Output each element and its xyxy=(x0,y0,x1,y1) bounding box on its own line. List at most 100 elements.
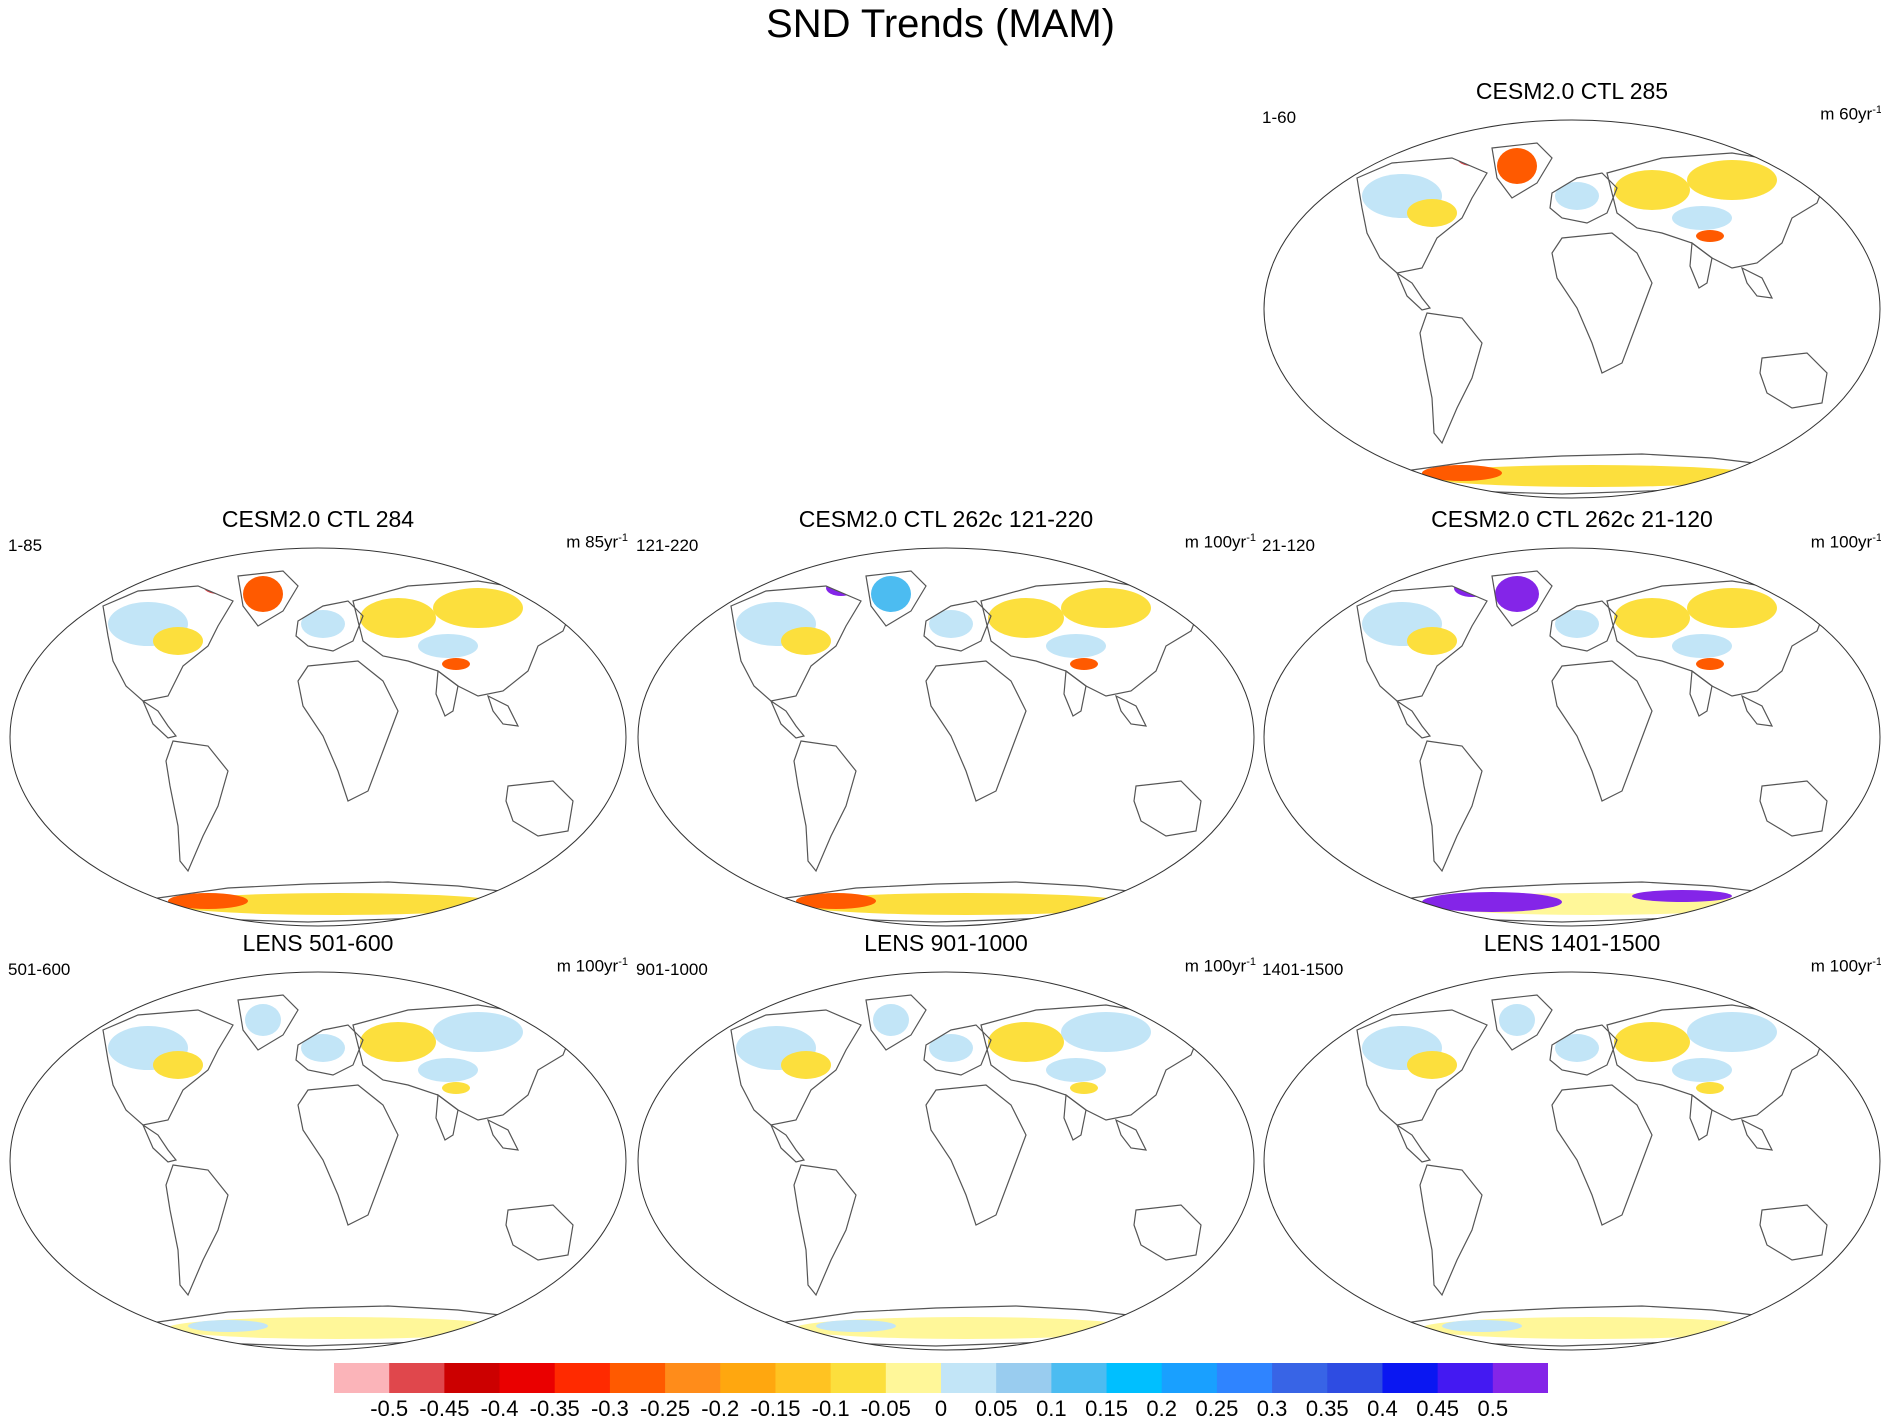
south-america-outline xyxy=(1419,740,1483,873)
africa-outline xyxy=(1551,1084,1653,1226)
nh-patch-asia-s xyxy=(1046,1058,1106,1082)
colorbar-swatch xyxy=(665,1363,721,1393)
greenland-outline xyxy=(865,570,927,627)
nh-patch-asia-e xyxy=(433,1012,523,1052)
colorbar-tick-label: 0.4 xyxy=(1367,1396,1398,1421)
colorbar-tick-label: -0.2 xyxy=(701,1396,740,1421)
panel-units: m 100yr-1 xyxy=(1810,956,1881,976)
colorbar-swatch xyxy=(444,1363,501,1393)
panel-units: m 100yr-1 xyxy=(556,956,628,976)
nh-patch-asia-w xyxy=(360,1022,436,1062)
colorbar-swatch xyxy=(1437,1363,1494,1393)
colorbar-swatch xyxy=(830,1363,887,1393)
australia-outline xyxy=(1759,1204,1828,1261)
nh-patch-eu xyxy=(301,610,345,638)
antarctica-patch-2 xyxy=(816,1320,896,1332)
globe-outline xyxy=(637,547,1255,927)
world-map xyxy=(1263,547,1881,927)
greenland-patch xyxy=(873,1004,909,1036)
world-map xyxy=(637,547,1255,927)
australia-outline xyxy=(1759,352,1828,409)
india-outline xyxy=(435,1093,459,1141)
colorbar-tick-label: 0.45 xyxy=(1416,1396,1460,1421)
colorbar-tick-label: -0.35 xyxy=(529,1396,580,1421)
trend-shading xyxy=(108,1004,523,1339)
colorbar-swatch xyxy=(1161,1363,1218,1393)
colorbar-tick-label: 0.1 xyxy=(1036,1396,1067,1421)
world-map xyxy=(1263,971,1881,1351)
colorbar-tick-label: 0.15 xyxy=(1085,1396,1128,1421)
central-america-outline xyxy=(141,1123,178,1163)
north-america-outline xyxy=(1356,585,1488,702)
nh-patch-tibet xyxy=(1070,658,1098,670)
nh-patch-tibet xyxy=(442,1082,470,1094)
southeast-asia-outline xyxy=(1114,694,1148,727)
panel-years: 1401-1500 xyxy=(1262,960,1344,979)
north-america-outline xyxy=(1356,157,1488,274)
nh-patch-asia-s xyxy=(418,634,478,658)
southeast-asia-outline xyxy=(486,1118,520,1151)
nh-patch-eu xyxy=(1555,182,1599,210)
europe-outline xyxy=(1549,172,1618,224)
south-america-outline xyxy=(165,740,229,873)
australia-outline xyxy=(505,1204,574,1261)
colorbar-tick-label: -0.4 xyxy=(480,1396,519,1421)
antarctica-patch-2 xyxy=(168,893,248,909)
north-america-outline xyxy=(730,1009,862,1126)
europe-outline xyxy=(1549,1024,1618,1076)
colorbar-tick-label: -0.05 xyxy=(860,1396,911,1421)
central-america-outline xyxy=(141,699,178,739)
panel-title: LENS 1401-1500 xyxy=(1483,930,1661,956)
colorbar-swatch xyxy=(996,1363,1052,1393)
north-america-outline xyxy=(730,585,862,702)
central-america-outline xyxy=(1395,271,1432,311)
map-content xyxy=(102,570,574,923)
world-map xyxy=(9,971,627,1351)
africa-outline xyxy=(925,660,1027,802)
nh-patch-asia-e xyxy=(1061,588,1151,628)
south-america-outline xyxy=(793,740,857,873)
nh-patch-asia-s xyxy=(1046,634,1106,658)
nh-patch-asia-e xyxy=(1687,588,1777,628)
nh-patch-na2 xyxy=(1407,627,1457,655)
panel-units: m 100yr-1 xyxy=(1184,956,1256,976)
globe-outline xyxy=(1263,119,1881,499)
north-america-outline xyxy=(102,585,234,702)
world-map xyxy=(637,971,1255,1351)
nh-patch-eu xyxy=(301,1034,345,1062)
panel-ctl-285: CESM2.0 CTL 285 1-60 m 60yr-1 xyxy=(1262,78,1881,500)
panel-units: m 85yr-1 xyxy=(566,532,628,552)
trend-shading xyxy=(1362,576,1777,915)
india-outline xyxy=(435,669,459,717)
nh-patch-asia-w xyxy=(1614,170,1690,210)
nh-patch-asia-e xyxy=(1687,1012,1777,1052)
panel-ctl-262c-21-120: CESM2.0 CTL 262c 21-120 21-120 m 100yr-1 xyxy=(1262,506,1881,928)
panel-years: 121-220 xyxy=(636,536,699,555)
southeast-asia-outline xyxy=(1740,266,1774,299)
nh-patch-na2 xyxy=(1407,1051,1457,1079)
globe-outline xyxy=(9,547,627,927)
nh-patch-asia-w xyxy=(988,598,1064,638)
panel-units: m 100yr-1 xyxy=(1810,532,1881,552)
colorbar-tick-label: 0 xyxy=(934,1396,948,1421)
antarctica-patch xyxy=(1422,465,1762,487)
colorbar-swatch xyxy=(1327,1363,1383,1393)
panel-title: CESM2.0 CTL 284 xyxy=(221,506,415,532)
map-content xyxy=(730,994,1202,1347)
india-outline xyxy=(1689,669,1713,717)
nh-patch-asia-w xyxy=(1614,598,1690,638)
map-content xyxy=(1356,570,1828,923)
greenland-outline xyxy=(1491,142,1553,199)
north-america-outline xyxy=(102,1009,234,1126)
australia-outline xyxy=(1133,780,1202,837)
figure-title: SND Trends (MAM) xyxy=(766,2,1115,46)
india-outline xyxy=(1063,1093,1087,1141)
europe-outline xyxy=(295,1024,364,1076)
colorbar-tick-label: 0.2 xyxy=(1146,1396,1178,1421)
greenland-outline xyxy=(865,994,927,1051)
central-america-outline xyxy=(769,1123,806,1163)
colorbar-tick-label: 0.25 xyxy=(1195,1396,1239,1421)
nh-patch-na2 xyxy=(781,627,831,655)
arctic-patch xyxy=(1457,150,1487,166)
panel-lens-501-600: LENS 501-600 501-600 m 100yr-1 xyxy=(8,930,628,1352)
